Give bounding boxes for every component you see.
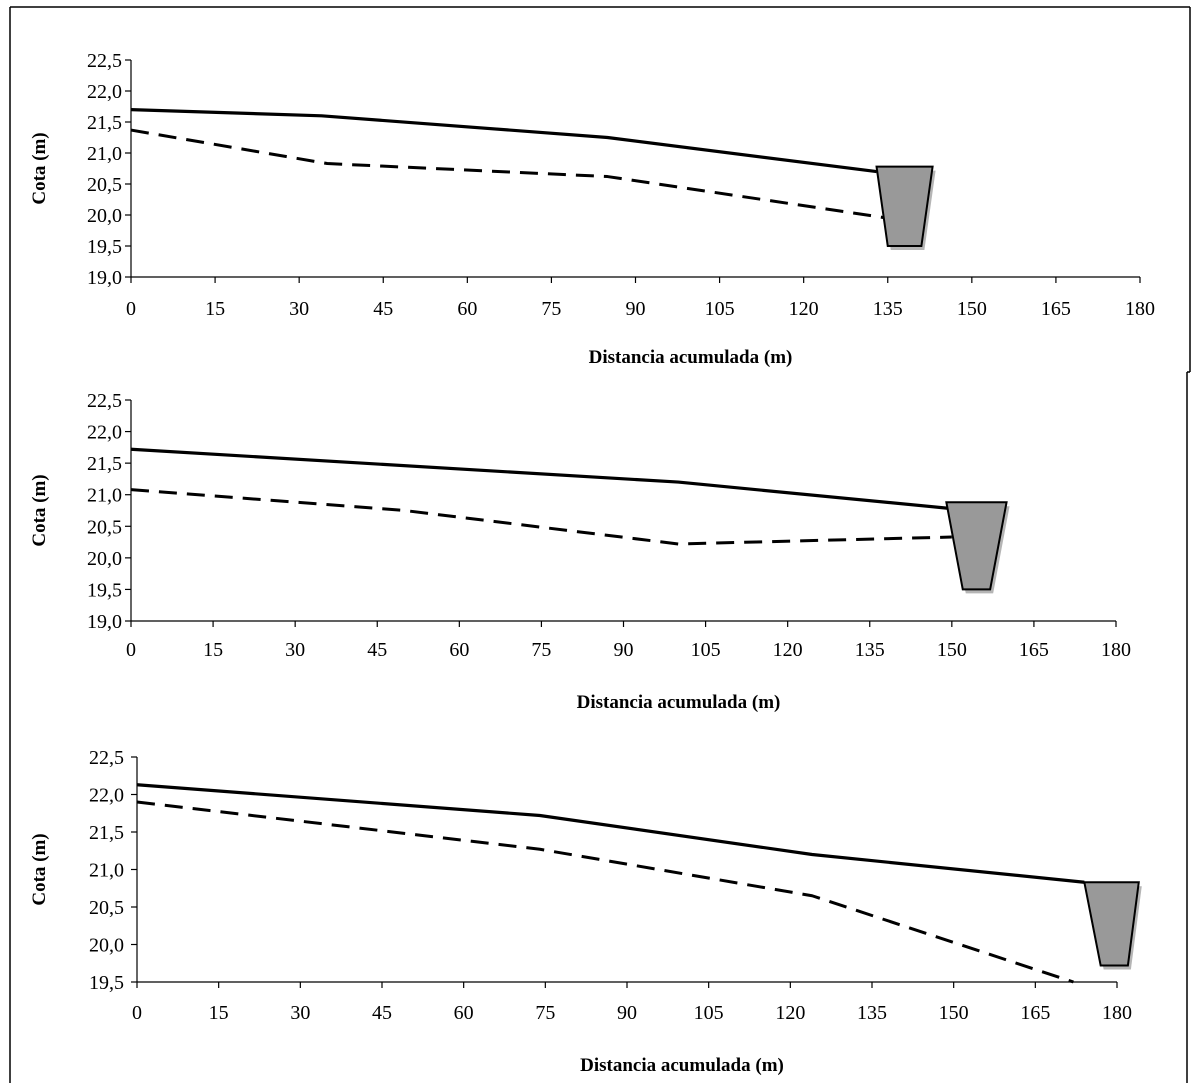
x-tick-label: 165 [1041,298,1071,320]
y-tick-label: 21,5 [89,822,124,844]
x-tick-label: 60 [454,1002,474,1024]
x-tick-label: 180 [1125,298,1155,320]
ditch-shape [1083,881,1140,967]
y-tick-label: 19,0 [87,611,122,633]
ditch-shape [945,501,1008,591]
x-tick-label: 180 [1102,1002,1132,1024]
y-tick-label: 20,0 [89,935,124,957]
chart-panel-1: 19,0 19,5 20,0 20,5 21,0 21,5 22,0 22,5 0 15 30 45 6… [29,50,1155,368]
y-tick-label: 19,0 [87,267,122,289]
x-tick-label: 105 [705,298,735,320]
y-axis-title: Cota (m) [29,474,50,546]
series-line-dashed [136,800,1074,984]
y-tick-label: 20,5 [87,174,122,196]
x-tick-label: 90 [617,1002,637,1024]
x-tick-label: 60 [457,298,477,320]
y-tick-label: 22,0 [87,422,122,444]
y-tick-label: 22,5 [87,50,122,72]
x-tick-label: 150 [937,639,967,661]
y-tick-label: 22,5 [89,747,124,769]
x-tick-label: 75 [531,639,551,661]
y-tick-label: 22,0 [89,785,124,807]
y-axis-title: Cota (m) [29,833,50,905]
chart-panel-2: 19,0 19,5 20,0 20,5 21,0 21,5 22,0 22,5 0 15 30 45 6… [29,390,1131,713]
y-tick-label: 22,0 [87,81,122,103]
y-axis-title: Cota (m) [29,132,50,204]
y-tick-label: 21,0 [87,485,122,507]
x-tick-label: 120 [775,1002,805,1024]
x-tick-label: 105 [691,639,721,661]
series-line-solid [136,783,1085,884]
x-tick-label: 135 [873,298,903,320]
x-tick-label: 135 [857,1002,887,1024]
x-tick-label: 45 [367,639,387,661]
x-tick-label: 150 [957,298,987,320]
series-line-solid [130,108,877,174]
x-tick-label: 45 [372,1002,392,1024]
y-tick-label: 21,5 [87,453,122,475]
x-tick-label: 0 [132,1002,142,1024]
y-tick-label: 19,5 [87,579,122,601]
y-tick-label: 19,5 [89,972,124,994]
chart-panel-3: 19,5 20,0 20,5 21,0 21,5 22,0 22,5 0 15 30 45 60 75 9… [29,747,1142,1076]
x-tick-label: 30 [285,639,305,661]
x-axis-title: Distancia acumulada (m) [589,347,793,368]
y-tick-label: 22,5 [87,390,122,412]
x-axis-title: Distancia acumulada (m) [580,1055,784,1076]
ditch-shape [875,165,934,247]
x-tick-label: 45 [373,298,393,320]
series-line-solid [130,447,952,511]
x-tick-label: 120 [789,298,819,320]
y-tick-label: 21,0 [87,143,122,165]
x-tick-label: 60 [449,639,469,661]
y-tick-label: 20,0 [87,205,122,227]
x-tick-label: 90 [614,639,634,661]
x-tick-label: 0 [126,639,136,661]
x-tick-label: 0 [126,298,136,320]
x-tick-label: 15 [209,1002,229,1024]
y-tick-label: 21,5 [87,112,122,134]
x-tick-label: 135 [855,639,885,661]
x-tick-label: 30 [289,298,309,320]
x-tick-label: 75 [535,1002,555,1024]
y-tick-label: 21,0 [89,860,124,882]
x-tick-label: 165 [1019,639,1049,661]
x-tick-label: 165 [1020,1002,1050,1024]
series-line-dashed [130,128,888,220]
y-tick-label: 20,5 [89,897,124,919]
x-axis-title: Distancia acumulada (m) [577,692,781,713]
x-tick-label: 30 [290,1002,310,1024]
x-tick-label: 180 [1101,639,1131,661]
y-tick-label: 20,5 [87,516,122,538]
x-tick-label: 105 [694,1002,724,1024]
x-tick-label: 15 [205,298,225,320]
x-tick-label: 90 [626,298,646,320]
y-tick-label: 20,0 [87,548,122,570]
x-tick-label: 75 [541,298,561,320]
x-tick-label: 120 [773,639,803,661]
x-tick-label: 15 [203,639,223,661]
x-tick-label: 150 [939,1002,969,1024]
y-tick-label: 19,5 [87,236,122,258]
series-line-dashed [130,488,952,546]
